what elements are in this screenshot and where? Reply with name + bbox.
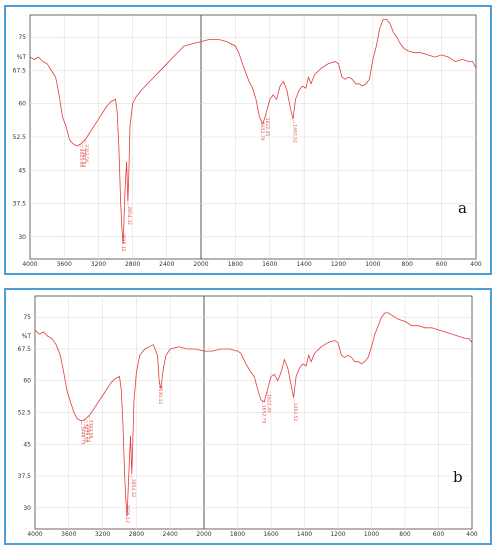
ir-spectrum-a: 4000 3600 3200 2800 2400 2000 1800 1600 1400 1200… <box>13 14 482 268</box>
x-tick-label: 400 <box>470 261 482 268</box>
x-tick-label: 4000 <box>27 531 42 538</box>
x-tick-label: 1800 <box>228 261 243 268</box>
peak-label: 1652.79 <box>259 122 265 141</box>
x-tick-label: 2000 <box>196 531 211 538</box>
x-tick-label: 1000 <box>364 531 379 538</box>
x-tick-label: 2800 <box>125 261 140 268</box>
x-tick-label: 1600 <box>262 261 277 268</box>
y-tick-label: 75 <box>23 314 31 321</box>
x-tick-label: 1000 <box>365 261 380 268</box>
x-tick-label: 800 <box>402 261 414 268</box>
x-tick-label: 2400 <box>163 531 178 538</box>
panel-label-a: a <box>458 199 467 217</box>
y-tick-label: 60 <box>18 101 26 108</box>
peak-label: 3353.56 <box>88 420 94 439</box>
x-tick-label: 1200 <box>330 531 345 538</box>
x-tick-label: 2400 <box>159 261 174 268</box>
peak-label: 2530.11 <box>157 386 163 405</box>
y-tick-label: 52.5 <box>18 410 32 417</box>
peak-label: 2854.32 <box>126 206 132 225</box>
y-axis-label: %T <box>17 54 27 61</box>
x-tick-label: 3200 <box>95 531 110 538</box>
y-tick-label: 75 <box>18 34 26 41</box>
x-tick-label: 800 <box>399 531 411 538</box>
x-tick-label: 600 <box>436 261 448 268</box>
y-tick-label: 37.5 <box>13 201 27 208</box>
peak-label: 1622.45 <box>264 118 270 137</box>
peak-label: 2854.32 <box>130 479 136 498</box>
x-tick-label: 4000 <box>22 261 37 268</box>
peak-label: 1652.79 <box>260 405 266 424</box>
peak-label: 1622.45 <box>265 394 271 413</box>
y-tick-label: 30 <box>23 505 31 512</box>
x-tick-label: 2800 <box>129 531 144 538</box>
panel-label-b: b <box>453 468 463 486</box>
peak-label: 2925.12 <box>120 233 126 252</box>
peak-label: 2925.12 <box>124 504 130 523</box>
y-tick-label: 45 <box>18 167 26 174</box>
peak-label: 3448.75 <box>79 426 85 445</box>
x-tick-label: 1200 <box>331 261 346 268</box>
x-tick-label: 3600 <box>61 531 76 538</box>
x-tick-label: 2000 <box>193 261 208 268</box>
spectrum-line <box>34 312 473 517</box>
ir-spectrum-b: 4000 3600 3200 2800 2400 2000 1800 1600 1400 1200… <box>18 295 478 538</box>
x-tick-label: 1800 <box>230 531 245 538</box>
x-tick-label: 1400 <box>297 531 312 538</box>
y-tick-label: 52.5 <box>13 134 27 141</box>
y-tick-label: 45 <box>23 441 31 448</box>
spectrum-panel-b: 4000 3600 3200 2800 2400 2000 1800 1600 1400 1200… <box>4 288 492 545</box>
peak-label: 1463.52 <box>292 403 298 422</box>
y-tick-label: 30 <box>18 234 26 241</box>
peak-label: 3353.56 <box>83 144 89 163</box>
x-tick-label: 1600 <box>263 531 278 538</box>
x-tick-label: 3200 <box>91 261 106 268</box>
x-tick-label: 400 <box>466 531 478 538</box>
y-tick-label: 37.5 <box>18 473 32 480</box>
y-tick-label: 67.5 <box>13 67 27 74</box>
spectrum-line <box>29 18 477 244</box>
peak-label: 3384.54 <box>85 424 91 443</box>
peak-label: 3415.09 <box>78 149 84 168</box>
y-tick-label: 67.5 <box>18 346 32 353</box>
y-tick-label: 60 <box>23 378 31 385</box>
peak-label: 3415.09 <box>82 424 88 443</box>
x-tick-label: 600 <box>433 531 445 538</box>
y-axis-label: %T <box>22 333 32 340</box>
x-tick-label: 1400 <box>296 261 311 268</box>
spectrum-panel-a: 4000 3600 3200 2800 2400 2000 1800 1600 1400 1200… <box>4 5 492 275</box>
peak-label: 3384.54 <box>81 149 87 168</box>
peak-label: 1463.52 <box>291 124 297 143</box>
x-tick-label: 3600 <box>57 261 72 268</box>
